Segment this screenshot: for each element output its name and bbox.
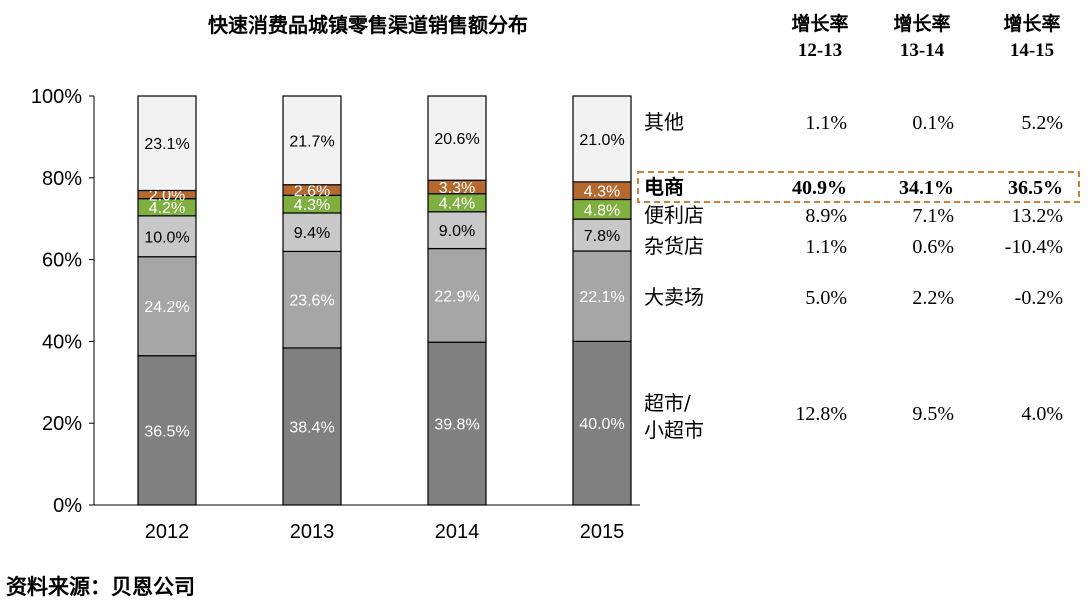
growth-value: 36.5% — [1008, 177, 1063, 199]
growth-row-label: 电商 — [644, 175, 684, 199]
growth-row-label: 超市/ — [644, 391, 691, 415]
growth-value: 13.2% — [1011, 205, 1063, 227]
data-label: 9.0% — [439, 223, 475, 240]
y-tick-label: 100% — [31, 86, 82, 108]
chart-title: 快速消费品城镇零售渠道销售额分布 — [208, 13, 528, 37]
y-tick-label: 60% — [42, 250, 82, 272]
y-tick-label: 20% — [42, 413, 82, 435]
growth-value: 7.1% — [912, 205, 954, 227]
data-label: 40.0% — [579, 416, 624, 433]
growth-header-period: 13-14 — [900, 40, 945, 61]
growth-header-period: 14-15 — [1010, 40, 1054, 61]
growth-header-period: 12-13 — [798, 40, 842, 61]
data-label: 7.8% — [584, 228, 620, 245]
data-label: 22.1% — [579, 289, 624, 306]
y-tick-label: 0% — [53, 495, 82, 517]
data-label: 23.1% — [144, 136, 189, 153]
growth-value: -0.2% — [1015, 287, 1063, 309]
data-label: 20.6% — [434, 131, 479, 148]
data-label: 2.0% — [149, 188, 185, 205]
bar-segment — [427, 95, 487, 181]
data-label: 4.2% — [149, 200, 185, 217]
growth-header-label: 增长率 — [1003, 12, 1060, 35]
bar-segment — [572, 340, 632, 506]
bar-segment — [137, 355, 197, 506]
y-tick-label: 40% — [42, 331, 82, 353]
bar-segment — [572, 95, 632, 183]
data-label: 36.5% — [144, 423, 189, 440]
bar-segment — [137, 256, 197, 357]
bar-segment — [427, 211, 487, 250]
data-label: 4.3% — [584, 184, 620, 201]
bar-segment — [572, 250, 632, 343]
data-label: 2.6% — [294, 183, 330, 200]
growth-value: 2.2% — [912, 287, 954, 309]
bar-segment — [282, 347, 342, 506]
growth-row-label: 便利店 — [644, 203, 704, 227]
data-label: 3.3% — [439, 180, 475, 197]
growth-table: 增长率 12-13 增长率 13-14 增长率 14-15 其他 1.1% 0.1% 5.2% 电商… — [637, 12, 1080, 442]
data-label: 21.7% — [289, 133, 334, 150]
growth-header-label: 增长率 — [791, 12, 848, 35]
source-note: 资料来源：贝恩公司 — [6, 575, 195, 599]
bar-segment — [137, 95, 197, 192]
x-tick-label: 2013 — [290, 521, 335, 543]
growth-row-label: 其他 — [644, 110, 684, 134]
x-tick-label: 2015 — [580, 521, 625, 543]
growth-value: 1.1% — [805, 112, 847, 134]
growth-value: 40.9% — [792, 177, 847, 199]
bar-segment — [282, 95, 342, 186]
x-tick-label: 2012 — [145, 521, 190, 543]
growth-value: 1.1% — [805, 236, 847, 258]
growth-value: 0.1% — [912, 112, 954, 134]
data-label: 4.3% — [294, 197, 330, 214]
growth-value: 9.5% — [912, 403, 954, 425]
bars-layer: 36.5% 24.2% 10.0% 4.2%2.0% 23.1% 38.4% 23.6% 9.… — [137, 95, 632, 506]
growth-value: 0.6% — [912, 236, 954, 258]
growth-row-label: 小超市 — [644, 418, 704, 442]
data-label: 22.9% — [434, 288, 479, 305]
growth-value: 4.0% — [1021, 403, 1063, 425]
bar-segment — [137, 215, 197, 258]
data-label: 39.8% — [434, 417, 479, 434]
data-label: 10.0% — [144, 229, 189, 246]
data-label: 21.0% — [579, 132, 624, 149]
growth-value: 12.8% — [795, 403, 847, 425]
data-label: 9.4% — [294, 225, 330, 242]
bar-segment — [427, 247, 487, 343]
growth-row-label: 大卖场 — [644, 285, 704, 309]
y-tick-label: 80% — [42, 168, 82, 190]
growth-value: 34.1% — [899, 177, 954, 199]
x-tick-label: 2014 — [435, 521, 480, 543]
bar-segment — [282, 212, 342, 253]
highlight-box — [637, 171, 1080, 203]
data-label: 23.6% — [289, 293, 334, 310]
growth-value: 5.0% — [805, 287, 847, 309]
data-label: 24.2% — [144, 299, 189, 316]
data-label: 4.4% — [439, 196, 475, 213]
axis-layer: 0% 20% 40% 60% 80% 100% 2012 2013 2014 2015 — [31, 86, 640, 543]
growth-value: -10.4% — [1005, 236, 1063, 258]
data-label: 38.4% — [289, 419, 334, 436]
growth-value: 5.2% — [1021, 112, 1063, 134]
data-label: 4.8% — [584, 202, 620, 219]
growth-header-label: 增长率 — [893, 12, 950, 35]
bar-segment — [282, 250, 342, 349]
growth-value: 8.9% — [805, 205, 847, 227]
bar-segment — [427, 341, 487, 506]
growth-row-label: 杂货店 — [644, 234, 704, 258]
